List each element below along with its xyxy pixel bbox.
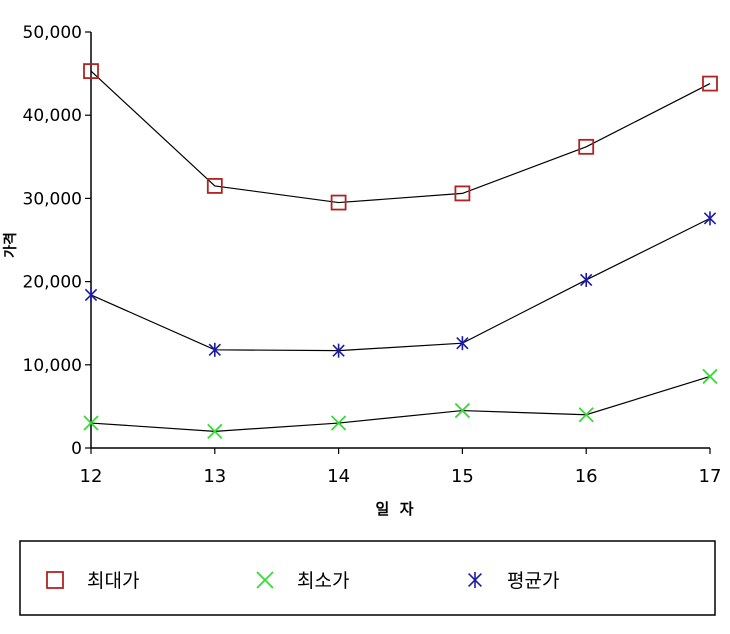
- data-point-series-2: [330, 415, 347, 431]
- data-point-series-1: [83, 63, 99, 80]
- legend-label: 최대가: [87, 570, 139, 592]
- y-tick-label: 0: [71, 439, 82, 459]
- y-tick-label: 10,000: [23, 356, 82, 376]
- x-tick-label: 15: [451, 466, 474, 487]
- square-marker-shape: [454, 185, 471, 202]
- asterisk-stroke: [703, 212, 717, 225]
- asterisk-stroke: [84, 288, 98, 302]
- legend-box: [19, 540, 716, 616]
- square-marker-shape: [330, 194, 347, 211]
- data-point-series-2: [578, 407, 594, 423]
- legend: 최대가 최소가 평균가: [19, 540, 716, 616]
- y-axis-label: 가격: [2, 232, 19, 258]
- square-marker-shape: [702, 75, 718, 92]
- data-point-series-3: [208, 342, 221, 357]
- asterisk-stroke: [456, 337, 469, 350]
- x-tick-label: 14: [327, 466, 350, 487]
- y-tick-label: 40,000: [23, 106, 82, 126]
- data-point-series-2: [454, 402, 471, 419]
- series-line-1: [90, 70, 711, 204]
- legend-marker: [256, 571, 274, 589]
- x-marker-stroke: [454, 402, 471, 419]
- x-tick-label: 16: [575, 466, 598, 487]
- data-point-series-1: [330, 194, 347, 211]
- legend-item: 평균가: [468, 570, 559, 592]
- data-point-series-1: [578, 138, 595, 155]
- data-point-series-3: [84, 287, 98, 302]
- data-point-series-1: [206, 178, 223, 194]
- asterisk-stroke: [580, 273, 593, 287]
- data-point-series-1: [702, 75, 718, 92]
- data-point-series-2: [702, 368, 718, 385]
- square-marker-shape: [83, 63, 99, 80]
- square-marker-shape: [46, 571, 64, 589]
- x-tick-label: 17: [699, 466, 722, 487]
- data-point-series-2: [83, 415, 99, 431]
- y-tick-label: 20,000: [23, 273, 82, 293]
- x-marker-stroke: [578, 407, 594, 423]
- series-line-2: [90, 375, 711, 432]
- legend-label: 평균가: [507, 570, 559, 592]
- legend-item: 최대가: [46, 570, 139, 592]
- y-tick-label: 50,000: [23, 23, 82, 43]
- legend-label: 최소가: [297, 570, 349, 592]
- x-marker-stroke: [207, 423, 223, 439]
- data-point-series-3: [332, 343, 345, 358]
- x-marker-stroke: [330, 415, 347, 431]
- square-marker-shape: [578, 138, 595, 155]
- x-marker-stroke: [256, 571, 274, 589]
- y-tick-label: 30,000: [23, 189, 82, 209]
- x-marker-stroke: [702, 368, 718, 385]
- legend-marker: [468, 572, 482, 588]
- asterisk-stroke: [332, 344, 345, 357]
- data-point-series-3: [456, 336, 469, 351]
- x-tick-label: 12: [80, 466, 103, 487]
- x-marker-stroke: [83, 415, 99, 431]
- data-point-series-3: [703, 211, 717, 226]
- legend-item: 최소가: [256, 570, 349, 592]
- asterisk-stroke: [468, 573, 482, 587]
- legend-marker: [46, 571, 64, 589]
- x-axis-label: 일 자: [375, 500, 413, 518]
- data-point-series-2: [207, 423, 223, 439]
- x-tick-label: 13: [203, 466, 226, 487]
- asterisk-stroke: [208, 343, 221, 356]
- square-marker-shape: [206, 178, 223, 194]
- data-point-series-3: [580, 272, 593, 287]
- series-line-3: [90, 217, 711, 352]
- data-point-series-1: [454, 185, 471, 202]
